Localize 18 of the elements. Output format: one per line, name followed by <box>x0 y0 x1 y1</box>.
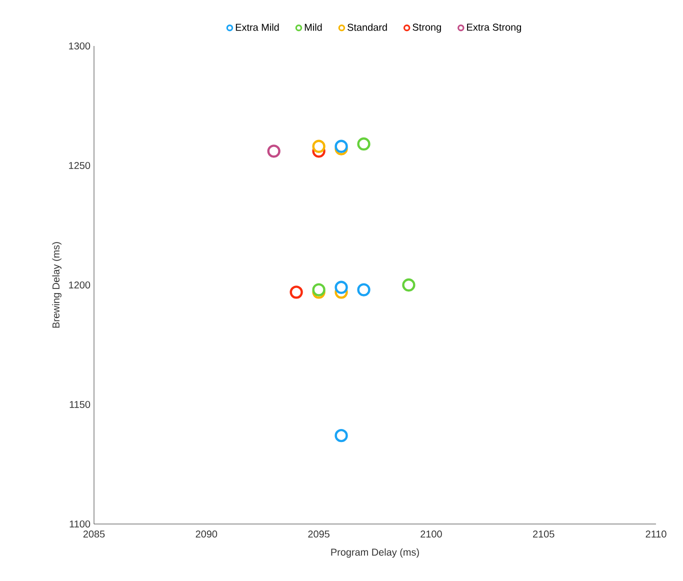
x-tick-label: 2085 <box>83 530 105 538</box>
y-tick-label: 1100 <box>70 520 90 528</box>
y-tick-label: 1200 <box>69 281 90 289</box>
y-tick-label: 1150 <box>70 400 90 408</box>
y-tick-label: 1250 <box>69 162 90 170</box>
x-tick-label: 2090 <box>196 530 218 538</box>
x-tick-label: 2105 <box>533 530 554 538</box>
x-tick-label: 2095 <box>308 530 330 538</box>
x-tick-label: 2100 <box>420 530 442 538</box>
legend-label: Extra Strong <box>467 24 522 33</box>
y-axis-title: Brewing Delay (ms) <box>52 242 62 328</box>
y-tick-label: 1300 <box>69 42 90 50</box>
legend-label: Extra Mild <box>236 24 279 31</box>
x-axis-title: Program Delay (ms) <box>331 548 419 558</box>
x-tick-label: 2110 <box>646 530 666 538</box>
legend-label: Strong <box>412 24 441 33</box>
legend-label: Standard <box>348 24 387 31</box>
legend-label: Mild <box>304 24 322 31</box>
